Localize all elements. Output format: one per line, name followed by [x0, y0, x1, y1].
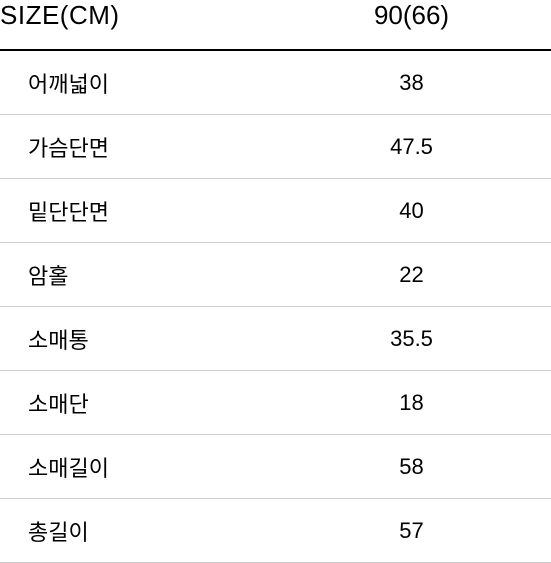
row-label: 소매단 [0, 387, 292, 419]
row-label: 총길이 [0, 515, 292, 547]
table-header-row: SIZE(CM) 90(66) [0, 0, 551, 51]
row-value: 57 [292, 518, 531, 544]
row-label: 가슴단면 [0, 131, 292, 163]
row-value: 58 [292, 454, 531, 480]
row-label: 소매통 [0, 323, 292, 355]
row-value: 47.5 [292, 134, 531, 160]
size-table: SIZE(CM) 90(66) 어깨넓이 38 가슴단면 47.5 밑단단면 4… [0, 0, 551, 563]
row-value: 35.5 [292, 326, 531, 352]
row-value: 22 [292, 262, 531, 288]
table-row: 어깨넓이 38 [0, 51, 551, 115]
row-label: 암홀 [0, 259, 292, 291]
header-value: 90(66) [292, 0, 531, 31]
row-label: 소매길이 [0, 451, 292, 483]
table-row: 가슴단면 47.5 [0, 115, 551, 179]
table-row: 암홀 22 [0, 243, 551, 307]
row-value: 40 [292, 198, 531, 224]
table-row: 밑단단면 40 [0, 179, 551, 243]
table-row: 소매단 18 [0, 371, 551, 435]
table-row: 소매길이 58 [0, 435, 551, 499]
row-value: 38 [292, 70, 531, 96]
row-label: 밑단단면 [0, 195, 292, 227]
row-label: 어깨넓이 [0, 67, 292, 99]
header-label: SIZE(CM) [0, 0, 292, 31]
table-row: 소매통 35.5 [0, 307, 551, 371]
table-row: 총길이 57 [0, 499, 551, 563]
row-value: 18 [292, 390, 531, 416]
